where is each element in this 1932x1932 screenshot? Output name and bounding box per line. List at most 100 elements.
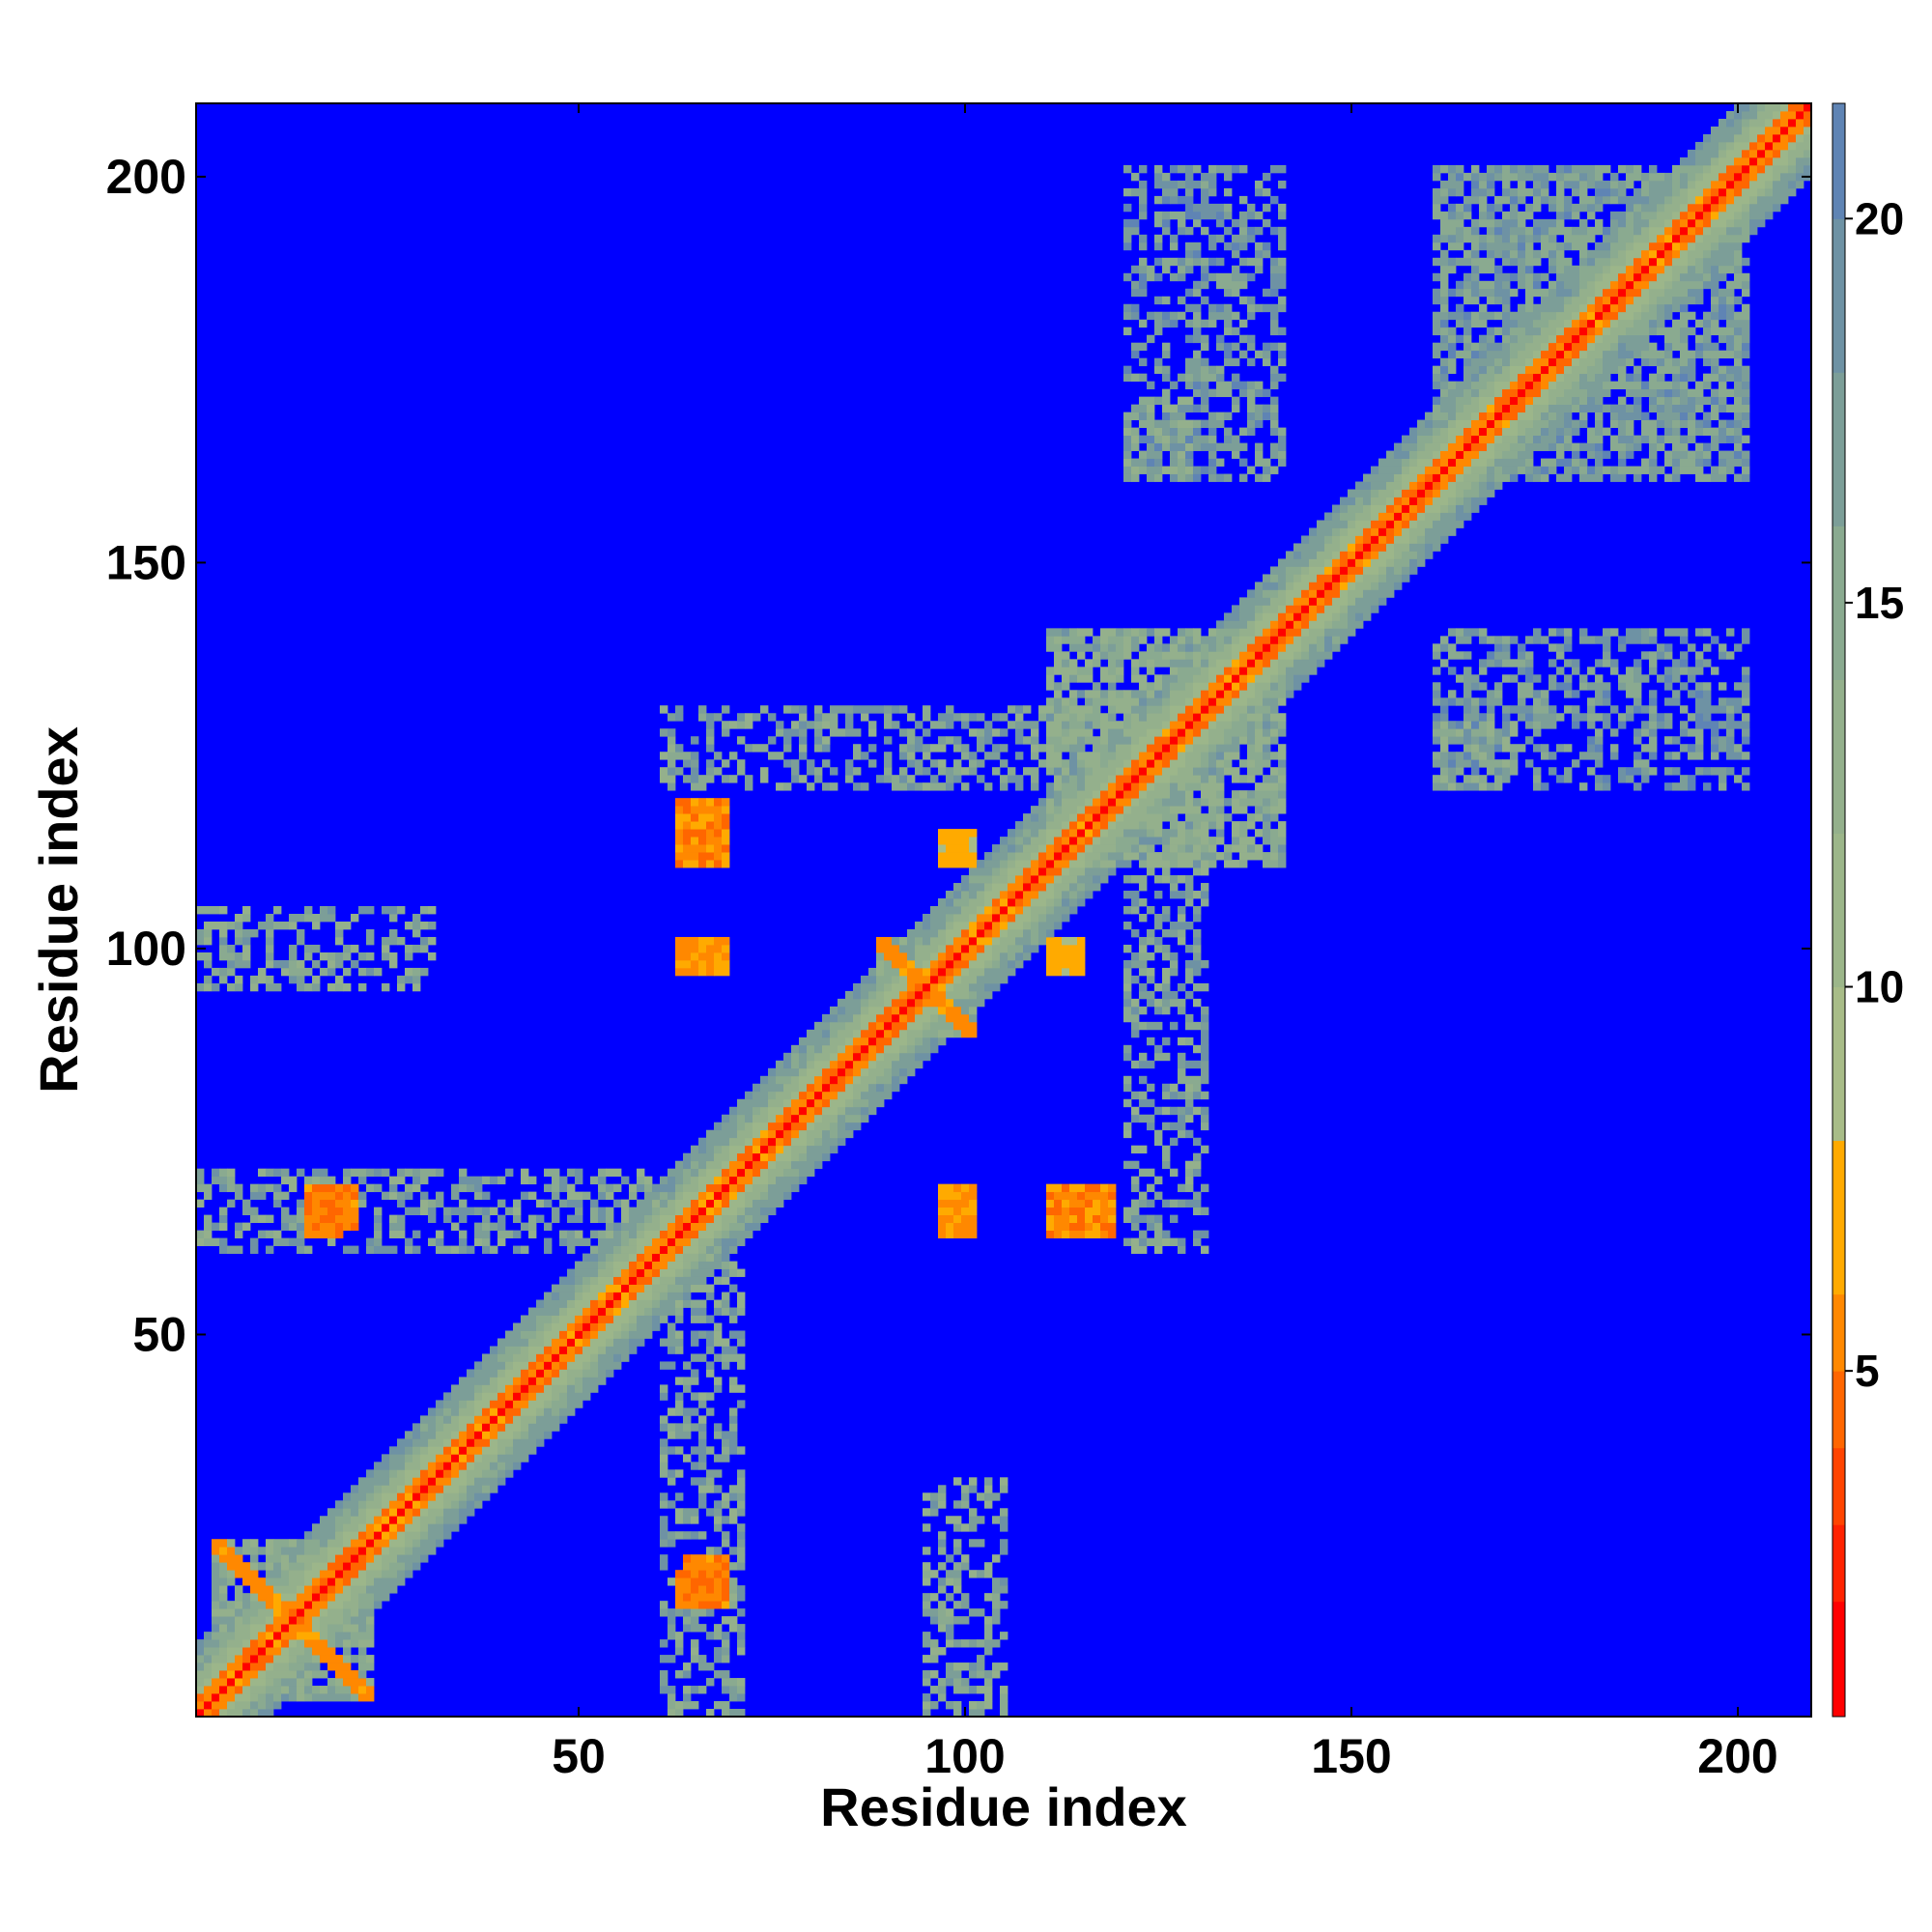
heatmap-cell (729, 1585, 738, 1594)
heatmap-cell (521, 1315, 537, 1323)
heatmap-cell (899, 967, 908, 977)
heatmap-cell (892, 975, 900, 984)
heatmap-cell (729, 1415, 738, 1424)
heatmap-cell (1471, 497, 1488, 505)
heatmap-cell (266, 928, 274, 938)
heatmap-cell (637, 1276, 653, 1285)
heatmap-cell (1131, 721, 1163, 729)
heatmap-cell (984, 1570, 993, 1578)
heatmap-cell (242, 1593, 251, 1602)
heatmap-cell (1000, 1701, 1009, 1710)
heatmap-cell (783, 728, 800, 737)
heatmap-cell (212, 1168, 220, 1178)
heatmap-cell (1062, 767, 1070, 776)
heatmap-cell (1062, 936, 1078, 946)
heatmap-cell (235, 936, 243, 946)
heatmap-cell (397, 1469, 406, 1478)
heatmap-cell (1657, 721, 1665, 729)
heatmap-cell (1518, 466, 1526, 474)
heatmap-cell (1502, 450, 1519, 459)
heatmap-cell (1688, 713, 1696, 722)
heatmap-cell (1255, 790, 1279, 799)
heatmap-cell (513, 1446, 537, 1455)
heatmap-cell (1572, 365, 1588, 375)
heatmap-cell (830, 1098, 846, 1108)
heatmap-cell (335, 1632, 352, 1640)
heatmap-cell (868, 759, 877, 768)
heatmap-cell (1069, 1207, 1086, 1216)
heatmap-cell (335, 975, 344, 984)
heatmap-cell (513, 1384, 522, 1393)
heatmap-cell (892, 982, 908, 992)
heatmap-cell (1479, 659, 1488, 668)
heatmap-cell (420, 1191, 429, 1201)
heatmap-cell (1564, 705, 1573, 714)
heatmap-cell (838, 1006, 846, 1015)
heatmap-cell (946, 1624, 954, 1633)
heatmap-cell (1077, 1214, 1086, 1224)
heatmap-cell (714, 1377, 723, 1385)
heatmap-cell (1502, 365, 1511, 375)
heatmap-cell (1556, 628, 1565, 637)
heatmap-cell (358, 1647, 367, 1656)
heatmap-cell (1456, 697, 1464, 706)
heatmap-cell (1494, 782, 1503, 791)
heatmap-cell (1154, 628, 1171, 637)
heatmap-cell (876, 944, 900, 953)
heatmap-cell (1742, 697, 1750, 706)
heatmap-cell (1610, 435, 1619, 443)
heatmap-cell (1054, 1214, 1070, 1224)
heatmap-cell (1178, 419, 1194, 428)
heatmap-cell (1433, 450, 1441, 459)
heatmap-cell (1069, 967, 1086, 977)
heatmap-cell (1247, 357, 1256, 367)
heatmap-cell (706, 1199, 715, 1208)
heatmap-cell (212, 1547, 220, 1555)
heatmap-cell (722, 1531, 730, 1540)
heatmap-cell (714, 952, 723, 961)
heatmap-cell (405, 1191, 413, 1201)
heatmap-cell (691, 959, 699, 969)
heatmap-cell (930, 906, 962, 915)
heatmap-cell (722, 798, 730, 807)
heatmap-cell (1348, 558, 1356, 567)
heatmap-cell (1664, 427, 1673, 436)
heatmap-cell (722, 1616, 738, 1625)
heatmap-cell (799, 721, 808, 729)
heatmap-cell (1525, 667, 1534, 675)
heatmap-cell (1162, 1237, 1171, 1246)
heatmap-cell (1162, 1230, 1171, 1238)
heatmap-cell (1162, 928, 1179, 938)
heatmap-cell (281, 1176, 298, 1185)
heatmap-cell (258, 1701, 267, 1710)
heatmap-cell (830, 1029, 838, 1038)
heatmap-cell (729, 1446, 738, 1455)
heatmap-cell (1139, 844, 1148, 853)
heatmap-cell (1000, 921, 1009, 930)
heatmap-cell (1664, 721, 1673, 729)
heatmap-cell (737, 1191, 746, 1201)
heatmap-cell (1286, 582, 1294, 590)
heatmap-cell (598, 1369, 607, 1378)
heatmap-cell (1433, 419, 1449, 428)
heatmap-cell (845, 713, 854, 722)
heatmap-cell (467, 1400, 475, 1408)
heatmap-cell (235, 1670, 243, 1679)
heatmap-cell (1069, 883, 1078, 892)
heatmap-cell (1154, 1176, 1163, 1185)
heatmap-cell (1270, 373, 1287, 383)
heatmap-cell (613, 1199, 622, 1208)
heatmap-cell (1201, 705, 1209, 714)
heatmap-cell (1100, 1183, 1109, 1193)
heatmap-cell (861, 752, 869, 760)
heatmap-cell (1510, 744, 1526, 753)
heatmap-cell (1208, 365, 1217, 375)
heatmap-cell (1239, 628, 1256, 637)
heatmap-cell (544, 1361, 553, 1370)
heatmap-cell (1208, 419, 1225, 428)
heatmap-cell (714, 1547, 723, 1555)
heatmap-cell (1386, 504, 1395, 513)
heatmap-cell (1672, 427, 1681, 436)
heatmap-cell (953, 944, 962, 953)
heatmap-cell (1556, 357, 1573, 367)
